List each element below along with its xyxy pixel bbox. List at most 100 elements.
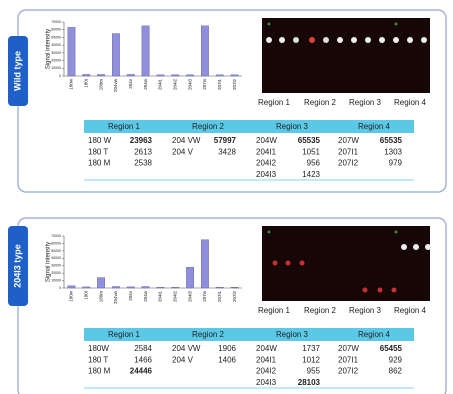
region-label: Region 4 [394, 98, 427, 107]
table-value: 956 [307, 159, 321, 168]
x-tick-label: 180w [69, 78, 74, 90]
bar [216, 287, 223, 288]
bar [142, 287, 149, 288]
bar [186, 267, 193, 288]
table-header-cell: Region 2 [192, 330, 225, 339]
bar [112, 287, 119, 288]
table-name: 180W [88, 344, 109, 353]
table-name: 180 M [88, 159, 111, 168]
table-value: 28103 [298, 378, 321, 387]
table-value: 2584 [134, 344, 152, 353]
table-name: 204I2 [256, 159, 277, 168]
table-value: 1406 [218, 355, 236, 364]
table-value: 57997 [214, 136, 237, 145]
table-value: 1466 [134, 355, 152, 364]
array-image [262, 18, 430, 93]
y-tick-label: 30000 [51, 51, 61, 55]
bar [68, 286, 75, 288]
x-tick-label: 180w [69, 290, 74, 302]
table-name: 180 M [88, 367, 111, 376]
table-header-cell: Region 1 [108, 330, 141, 339]
x-tick-label: 207i1 [217, 291, 222, 303]
region-label: Region 2 [304, 306, 337, 315]
table-value: 979 [389, 159, 403, 168]
table-name: 204I1 [256, 147, 277, 156]
page: Signal intensity010000200003000040000500… [0, 0, 453, 394]
x-tick-label: 204i1 [158, 291, 163, 303]
figure: Signal intensity010000200003000040000500… [0, 0, 453, 394]
y-tick-label: 30000 [51, 264, 61, 268]
table-name: 180 W [88, 136, 112, 145]
table-name: 207I1 [338, 355, 359, 364]
table-name: 207W [338, 344, 359, 353]
table-header-cell: Region 2 [192, 122, 225, 131]
table-value: 929 [389, 355, 403, 364]
table-value: 955 [307, 367, 321, 376]
panel-label: Wild type [12, 51, 22, 91]
bar [97, 278, 104, 288]
y-tick-label: 60000 [51, 28, 61, 32]
table-value: 1012 [302, 355, 320, 364]
table-value: 65455 [380, 344, 403, 353]
bar [201, 26, 208, 76]
bar [83, 74, 90, 76]
region-label: Region 3 [349, 306, 382, 315]
table-header-cell: Region 4 [358, 122, 391, 131]
x-tick-label: 207w [202, 290, 207, 302]
table-name: 204 V [172, 355, 194, 364]
table-name: 204W [256, 136, 277, 145]
region-label: Region 1 [258, 98, 291, 107]
x-tick-label: 207i2 [232, 79, 237, 91]
table-name: 180 T [88, 147, 108, 156]
table-value: 3428 [218, 147, 236, 156]
table-name: 204I3 [256, 170, 277, 179]
x-tick-label: 204i2 [172, 79, 177, 91]
table-name: 204 VW [172, 344, 201, 353]
table-value: 23963 [130, 136, 153, 145]
x-tick-label: 204i1 [158, 79, 163, 91]
x-tick-label: 207i2 [232, 291, 237, 303]
bar [97, 74, 104, 76]
table-name: 204I3 [256, 378, 277, 387]
bar [68, 27, 75, 76]
bar [231, 75, 238, 76]
y-tick-label: 40000 [51, 256, 61, 260]
region-label: Region 2 [304, 98, 337, 107]
y-tick-label: 60000 [51, 241, 61, 245]
y-tick-label: 20000 [51, 271, 61, 275]
table-name: 207I2 [338, 367, 359, 376]
bar [201, 240, 208, 288]
table-header-cell: Region 1 [108, 122, 141, 131]
y-tick-label: 50000 [51, 35, 61, 39]
x-tick-label: 180t [83, 78, 88, 88]
table-name: 204 V [172, 147, 194, 156]
y-tick-label: 20000 [51, 58, 61, 62]
table-name: 180 T [88, 355, 108, 364]
table-value: 24446 [130, 367, 153, 376]
y-tick-label: 0 [59, 74, 61, 78]
table-value: 2538 [134, 159, 152, 168]
table-name: 204 VW [172, 136, 201, 145]
x-tick-label: 204w [143, 290, 148, 302]
y-tick-label: 50000 [51, 249, 61, 253]
table-name: 204I2 [256, 367, 277, 376]
table-value: 1051 [302, 147, 320, 156]
x-tick-label: 204vw [113, 290, 118, 304]
bar [157, 287, 164, 288]
x-tick-label: 204v [128, 78, 133, 89]
region-label: Region 3 [349, 98, 382, 107]
x-tick-label: 204vw [113, 78, 118, 92]
region-label: Region 4 [394, 306, 427, 315]
x-tick-label: 180m [98, 79, 103, 91]
table-value: 1423 [302, 170, 320, 179]
x-tick-label: 204i2 [172, 291, 177, 303]
table-header-cell: Region 4 [358, 330, 391, 339]
y-tick-label: 40000 [51, 43, 61, 47]
y-tick-label: 10000 [51, 66, 61, 70]
bar [157, 75, 164, 76]
bar [172, 75, 179, 76]
table-name: 204W [256, 344, 277, 353]
x-tick-label: 204i3 [187, 79, 192, 91]
table-name: 204I1 [256, 355, 277, 364]
bar [112, 34, 119, 76]
